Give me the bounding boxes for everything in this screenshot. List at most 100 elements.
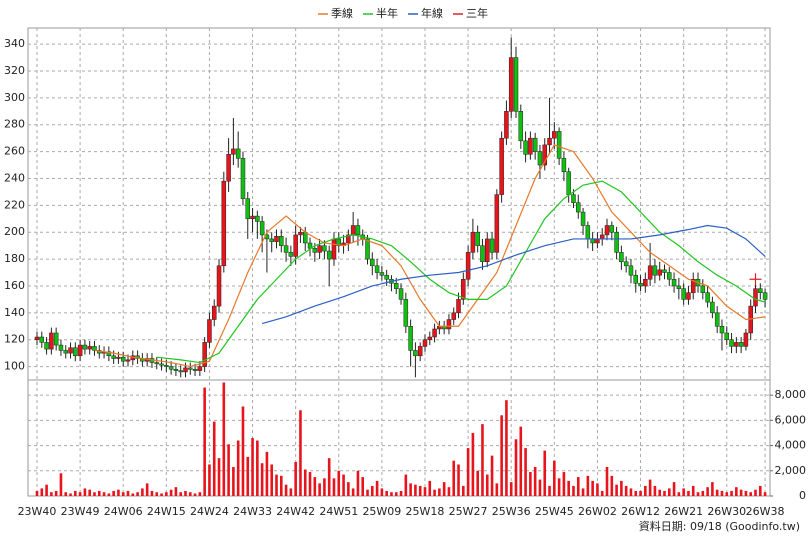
- candle-body: [221, 180, 227, 267]
- volume-bar: [672, 482, 676, 496]
- candle-body: [269, 238, 274, 242]
- candle-body: [633, 274, 638, 284]
- volume-bar: [404, 474, 408, 496]
- candle-body: [164, 364, 169, 367]
- candle-body: [537, 151, 543, 166]
- y-tick-label: 100: [4, 360, 25, 373]
- candle-body: [365, 238, 370, 260]
- candle-body: [667, 272, 672, 280]
- volume-bar: [596, 483, 599, 496]
- volume-bar: [371, 485, 374, 496]
- candle-body: [154, 362, 159, 365]
- candle-body: [39, 336, 45, 343]
- candle-body: [686, 292, 691, 300]
- candle-body: [302, 231, 308, 244]
- volume-bar: [169, 489, 173, 496]
- volume-bar: [131, 493, 135, 496]
- candle-body: [690, 278, 696, 293]
- volume-bar: [366, 489, 369, 496]
- volume-bar: [514, 439, 518, 496]
- candle-body: [451, 312, 456, 320]
- candle-body: [326, 250, 332, 260]
- volume-bar: [150, 490, 154, 496]
- volume-bar: [78, 492, 82, 496]
- volume-bar: [394, 492, 398, 496]
- candle-body: [753, 288, 758, 307]
- x-tick-label: 25W27: [449, 505, 488, 518]
- volume-bar: [658, 489, 661, 496]
- x-tick-label: 25W18: [406, 505, 445, 518]
- candle-body: [125, 359, 131, 362]
- candle-body: [298, 231, 303, 236]
- volume-bar: [275, 474, 278, 496]
- volume-bar: [481, 424, 484, 496]
- candle-body: [729, 339, 734, 347]
- y-tick-label: 160: [4, 279, 25, 292]
- volume-bar: [64, 492, 68, 496]
- candle-body: [494, 194, 500, 253]
- candle-body: [719, 326, 725, 334]
- volume-bar: [428, 480, 432, 496]
- candle-body: [499, 137, 504, 195]
- volume-bar: [600, 490, 604, 496]
- candle-body: [379, 272, 385, 276]
- volume-bar: [433, 489, 436, 496]
- x-tick-label: 24W42: [276, 505, 315, 518]
- volume-bar: [222, 382, 226, 496]
- volume-bar: [538, 479, 542, 496]
- volume-bar: [495, 483, 499, 496]
- volume-bar: [509, 482, 513, 496]
- volume-bar: [711, 482, 714, 496]
- volume-bar: [648, 479, 652, 496]
- candle-body: [49, 332, 54, 350]
- candle-body: [734, 342, 739, 347]
- candle-body: [480, 245, 485, 263]
- candle-body: [403, 299, 409, 327]
- candle-body: [657, 269, 662, 276]
- volume-bar: [519, 426, 523, 496]
- volume-bar: [529, 472, 532, 496]
- y-tick-label: 340: [4, 37, 25, 50]
- y-tick-label: 300: [4, 91, 25, 104]
- candle-body: [705, 292, 710, 303]
- volume-bar: [193, 493, 197, 496]
- candle-body: [159, 363, 164, 366]
- volume-bar: [744, 490, 748, 496]
- y-tick-label: 120: [4, 333, 25, 346]
- volume-bar: [466, 448, 470, 496]
- candle-body: [528, 137, 533, 155]
- volume-bar: [576, 477, 580, 496]
- candle-body: [235, 148, 241, 159]
- candle-body: [120, 356, 126, 362]
- volume-bar: [232, 467, 235, 496]
- volume-bar: [361, 477, 365, 496]
- volume-bar: [615, 484, 618, 496]
- volume-bar: [145, 483, 149, 496]
- volume-bar: [691, 485, 695, 496]
- volume-bar: [318, 483, 321, 496]
- volume-bar: [500, 415, 503, 496]
- candle-body: [259, 221, 265, 236]
- volume-bar: [667, 488, 671, 496]
- x-tick-label: 24W06: [104, 505, 143, 518]
- volume-bar: [107, 493, 111, 496]
- volume-bar: [701, 490, 705, 496]
- volume-bar: [241, 406, 245, 496]
- candle-body: [336, 238, 342, 246]
- volume-bar: [227, 444, 230, 496]
- candle-body: [312, 248, 318, 253]
- volume-bar: [663, 490, 666, 496]
- candle-body: [561, 158, 567, 173]
- volume-bar: [505, 400, 508, 496]
- volume-bar: [112, 490, 115, 496]
- candle-body: [211, 305, 217, 320]
- volume-bar: [490, 455, 494, 496]
- x-tick-label: 26W02: [578, 505, 617, 518]
- candle-body: [216, 265, 222, 307]
- candle-body: [173, 369, 179, 371]
- volume-bar: [165, 492, 168, 496]
- volume-bar: [485, 474, 489, 496]
- x-tick-label: 24W33: [233, 505, 272, 518]
- candle-body: [116, 356, 121, 359]
- candle-body: [542, 144, 547, 166]
